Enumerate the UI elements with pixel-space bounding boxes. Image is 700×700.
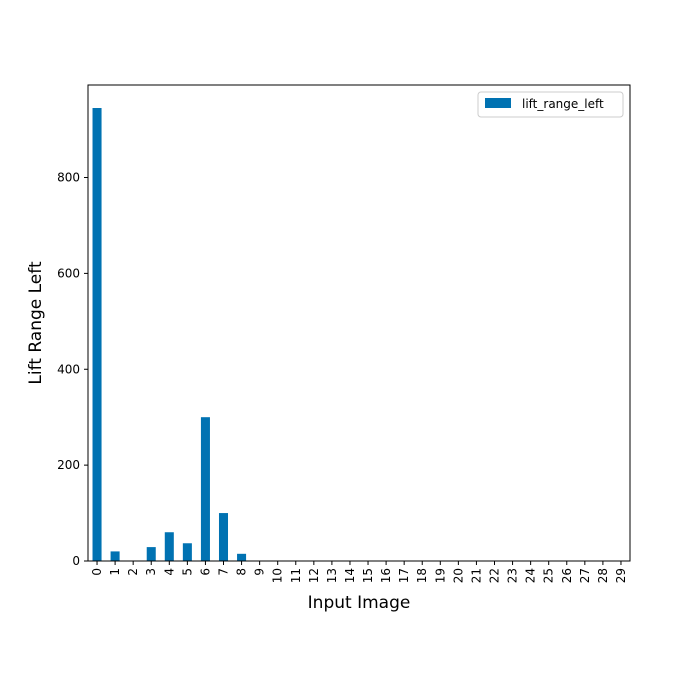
bar-8 <box>237 553 247 561</box>
x-tick-label-18: 18 <box>415 568 429 583</box>
bar-1 <box>110 551 120 561</box>
legend-box <box>477 91 624 118</box>
x-tick-label-2: 2 <box>126 568 140 576</box>
x-tick-label-11: 11 <box>289 568 303 583</box>
x-tick-label-15: 15 <box>361 568 375 583</box>
legend-swatch <box>485 98 511 108</box>
x-tick-label-0: 0 <box>90 568 104 576</box>
x-axis-label: Input Image <box>308 593 411 613</box>
x-tick-label-21: 21 <box>469 568 483 583</box>
y-tick-label-400: 400 <box>57 362 80 376</box>
x-axis-ticks: 0 1 2 3 4 5 6 7 8 9 10 11 12 13 14 15 16 17 18 19 20 21 22 23 24… <box>90 561 628 583</box>
x-tick-label-26: 26 <box>560 568 574 583</box>
x-tick-label-16: 16 <box>379 568 393 583</box>
y-tick-label-800: 800 <box>57 171 80 185</box>
x-tick-label-22: 22 <box>488 568 502 583</box>
bar-0 <box>92 108 102 561</box>
x-tick-label-14: 14 <box>343 568 357 583</box>
x-tick-label-29: 29 <box>614 568 628 583</box>
x-tick-label-28: 28 <box>596 568 610 583</box>
x-tick-label-17: 17 <box>397 568 411 583</box>
bar-3 <box>146 547 156 561</box>
x-tick-label-3: 3 <box>144 568 158 576</box>
x-tick-label-19: 19 <box>433 568 447 583</box>
y-tick-label-200: 200 <box>57 458 80 472</box>
bar-7 <box>218 513 229 561</box>
plot-frame <box>87 84 631 562</box>
bar-6 <box>200 417 210 561</box>
x-tick-label-27: 27 <box>578 568 592 583</box>
x-tick-label-13: 13 <box>325 568 339 583</box>
x-tick-label-7: 7 <box>217 568 231 576</box>
bar-4 <box>164 532 174 561</box>
x-tick-label-23: 23 <box>506 568 520 583</box>
x-tick-label-1: 1 <box>108 568 122 576</box>
x-tick-label-20: 20 <box>451 568 465 583</box>
legend: lift_range_left <box>477 91 624 118</box>
bars-group <box>92 108 247 561</box>
y-tick-label-0: 0 <box>72 554 80 568</box>
bar-5 <box>182 543 192 561</box>
x-tick-label-25: 25 <box>542 568 556 583</box>
y-axis-ticks: 0 200 400 600 800 <box>57 171 88 568</box>
x-tick-label-24: 24 <box>524 568 538 583</box>
x-tick-label-6: 6 <box>198 568 212 576</box>
x-tick-label-12: 12 <box>307 568 321 583</box>
x-tick-label-4: 4 <box>162 568 176 576</box>
x-tick-label-8: 8 <box>235 568 249 576</box>
x-tick-label-9: 9 <box>253 568 267 576</box>
legend-label: lift_range_left <box>522 97 604 111</box>
x-tick-label-10: 10 <box>271 568 285 583</box>
x-tick-label-5: 5 <box>180 568 194 576</box>
y-tick-label-600: 600 <box>57 266 80 280</box>
y-axis-label: Lift Range Left <box>26 261 46 385</box>
